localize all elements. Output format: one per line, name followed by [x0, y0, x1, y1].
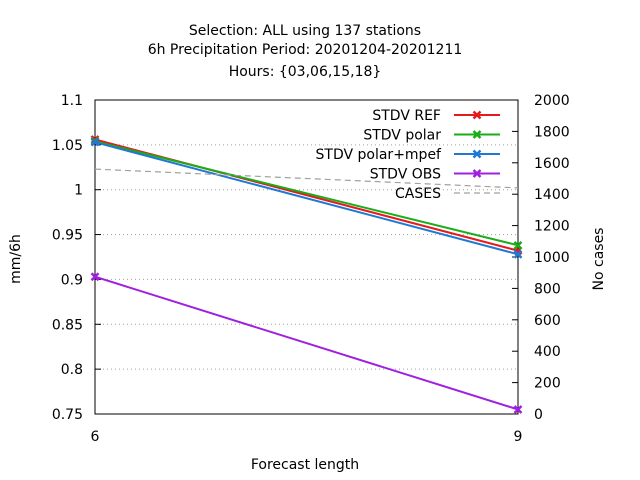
title-line-1: Selection: ALL using 137 stations [189, 23, 421, 39]
y2-tick-label: 2000 [534, 93, 570, 109]
y2-tick-label: 1000 [534, 250, 570, 266]
y-tick-label: 0.95 [52, 228, 83, 244]
x-tick-label: 9 [514, 429, 523, 445]
y-tick-label: 0.9 [61, 272, 83, 288]
series-point-2-0 [90, 137, 100, 147]
legend-marker-1 [472, 130, 482, 139]
y2-tick-label: 0 [534, 407, 543, 423]
series-point-2-1 [513, 249, 523, 259]
y2-tick-label: 400 [534, 344, 561, 360]
legend-label-0: STDV REF [372, 108, 441, 124]
y-tick-label: 0.75 [52, 407, 83, 423]
series-line-3 [94, 275, 519, 411]
y2-tick-label: 200 [534, 376, 561, 392]
legend-label-1: STDV polar [363, 128, 441, 144]
title-line-3: Hours: {03,06,15,18} [229, 64, 382, 80]
series-line-1 [94, 140, 519, 247]
legend-label-2: STDV polar+mpef [316, 147, 443, 163]
legend-label-3: STDV OBS [370, 167, 441, 183]
y-axis-left: 0.75 0.8 0.85 0.9 0.95 1 1.05 1.1 [52, 93, 101, 423]
series-line-2 [94, 141, 519, 256]
y2-tick-label: 1200 [534, 219, 570, 235]
y2-axis-label: No cases [591, 228, 607, 291]
series-group [90, 135, 523, 414]
x-axis-label: Forecast length [251, 457, 359, 473]
grid-lines [95, 144, 518, 370]
y-tick-label: 0.85 [52, 317, 83, 333]
legend: STDV REF STDV polar STDV polar+mpef STDV OB… [316, 108, 500, 202]
legend-marker-2 [472, 149, 482, 159]
y-tick-label: 1 [74, 183, 83, 199]
y2-tick-label: 1400 [534, 187, 570, 203]
title-line-2: 6h Precipitation Period: 20201204-202012… [148, 42, 463, 58]
y-axis-label: mm/6h [8, 234, 24, 284]
legend-marker-0 [472, 110, 482, 120]
chart-title: Selection: ALL using 137 stations 6h Pre… [148, 23, 463, 80]
y2-tick-label: 1800 [534, 124, 570, 140]
legend-label-4: CASES [395, 186, 441, 202]
series-point-1-1 [513, 240, 523, 250]
y2-tick-label: 800 [534, 281, 561, 297]
y-tick-label: 1.1 [61, 93, 83, 109]
plot-frame [94, 99, 519, 415]
series-point-3-0 [90, 272, 100, 282]
y-tick-label: 1.05 [52, 138, 83, 154]
y-tick-label: 0.8 [61, 362, 83, 378]
y2-tick-label: 600 [534, 313, 561, 329]
x-tick-label: 6 [91, 429, 100, 445]
y2-tick-label: 1600 [534, 156, 570, 172]
series-line-4 [94, 168, 519, 189]
series-point-3-1 [513, 405, 523, 414]
legend-marker-3 [472, 169, 482, 178]
y-axis-right: 0 200 400 600 800 1000 1200 1400 1600 1800 2000 [512, 93, 570, 423]
